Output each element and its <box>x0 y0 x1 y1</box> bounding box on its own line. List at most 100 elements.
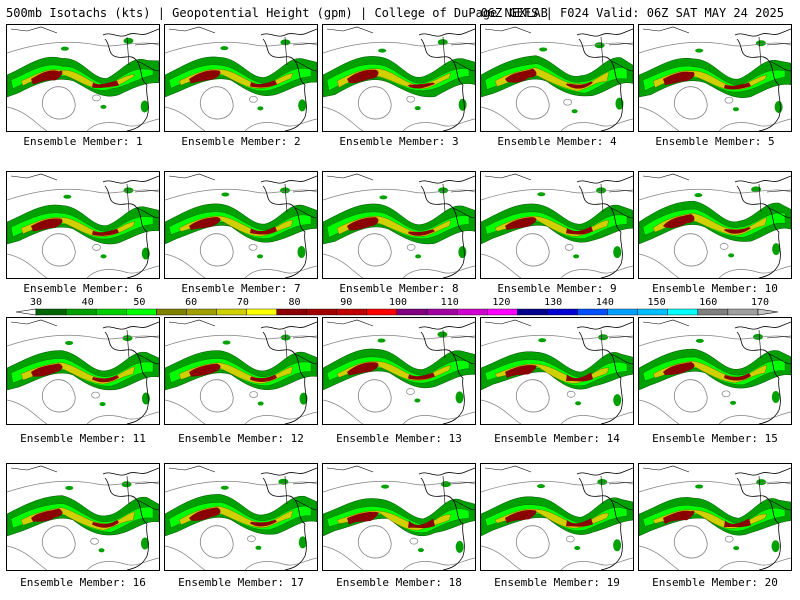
ensemble-map-panel <box>6 24 160 132</box>
ensemble-map-panel <box>638 24 792 132</box>
isotach-map <box>165 465 317 570</box>
colorbar-bin <box>276 308 307 316</box>
colorbar-right-arrow <box>757 308 779 316</box>
ensemble-member-label: Ensemble Member: 1 <box>23 135 143 148</box>
isotach-map <box>323 26 475 131</box>
ensemble-map-panel <box>164 171 318 279</box>
colorbar-tick-label: 30 <box>29 297 43 308</box>
isotach-map <box>165 319 317 424</box>
isotach-map <box>7 319 159 424</box>
ensemble-map-panel <box>6 463 160 571</box>
ensemble-member-label: Ensemble Member: 4 <box>497 135 617 148</box>
ensemble-map-panel <box>6 317 160 425</box>
ensemble-member-label: Ensemble Member: 19 <box>494 576 620 589</box>
colorbar-bin <box>156 308 187 316</box>
ensemble-map-panel <box>480 171 634 279</box>
colorbar-bin <box>126 308 157 316</box>
colorbar-tick-label: 70 <box>236 297 249 308</box>
isotach-map <box>481 26 633 131</box>
ensemble-member-label: Ensemble Member: 8 <box>339 282 459 295</box>
colorbar-bin <box>95 308 127 316</box>
isotach-map <box>481 173 633 278</box>
ensemble-member-label: Ensemble Member: 13 <box>336 432 462 445</box>
ensemble-map-panel <box>322 171 476 279</box>
colorbar-bin <box>547 308 578 316</box>
ensemble-map-panel <box>322 463 476 571</box>
colorbar-tick-label: 130 <box>544 297 563 308</box>
colorbar-tick-label: 90 <box>340 297 353 308</box>
colorbar-bin <box>366 308 398 316</box>
colorbar-tick-label: 60 <box>185 297 198 308</box>
ensemble-member-label: Ensemble Member: 9 <box>497 282 617 295</box>
ensemble-member-label: Ensemble Member: 14 <box>494 432 620 445</box>
colorbar-bin <box>697 308 729 316</box>
colorbar-bin <box>336 308 368 316</box>
colorbar-bin <box>517 308 548 316</box>
colorbar-bin <box>637 308 668 316</box>
ensemble-map-panel <box>480 317 634 425</box>
title-bar: 500mb Isotachs (kts) | Geopotential Heig… <box>4 6 796 20</box>
colorbar-bin <box>396 308 428 316</box>
colorbar-bin <box>35 308 67 316</box>
isotach-map <box>165 173 317 278</box>
ensemble-member-label: Ensemble Member: 3 <box>339 135 459 148</box>
ensemble-member-label: Ensemble Member: 10 <box>652 282 778 295</box>
ensemble-member-label: Ensemble Member: 12 <box>178 432 304 445</box>
colorbar-bin <box>426 308 458 316</box>
colorbar-graphic <box>15 308 779 316</box>
isotach-map <box>639 26 791 131</box>
colorbar-tick-label: 40 <box>81 297 94 308</box>
colorbar-tick-label: 80 <box>288 297 301 308</box>
ensemble-map-panel <box>164 24 318 132</box>
colorbar-bin <box>306 308 338 316</box>
ensemble-member-label: Ensemble Member: 5 <box>655 135 775 148</box>
isotach-map <box>639 465 791 570</box>
colorbar-bin <box>216 308 247 316</box>
isotach-map <box>7 173 159 278</box>
colorbar-bin <box>667 308 699 316</box>
ensemble-map-panel <box>480 463 634 571</box>
ensemble-member-label: Ensemble Member: 7 <box>181 282 301 295</box>
colorbar-tick-label: 160 <box>699 297 718 308</box>
ensemble-member-label: Ensemble Member: 17 <box>178 576 304 589</box>
colorbar-bin <box>577 308 608 316</box>
isotach-map <box>7 465 159 570</box>
ensemble-map-panel <box>164 463 318 571</box>
colorbar-bin <box>456 308 488 316</box>
isotach-map <box>481 465 633 570</box>
isotach-map <box>639 319 791 424</box>
ensemble-map-panel <box>6 171 160 279</box>
colorbar-tick-label: 170 <box>750 297 770 308</box>
colorbar-tick-label: 150 <box>647 297 666 308</box>
colorbar-bin <box>607 308 638 316</box>
ensemble-map-panel <box>164 317 318 425</box>
colorbar-tick-label: 120 <box>492 297 511 308</box>
ensemble-map-panel <box>638 463 792 571</box>
isotach-map <box>165 26 317 131</box>
isotach-map <box>323 173 475 278</box>
ensemble-map-panel <box>322 317 476 425</box>
ensemble-member-label: Ensemble Member: 2 <box>181 135 301 148</box>
colorbar-left-arrow <box>15 308 37 316</box>
colorbar-tick-label: 140 <box>595 297 614 308</box>
ensemble-member-label: Ensemble Member: 15 <box>652 432 778 445</box>
colorbar-tick-label: 110 <box>440 297 459 308</box>
ensemble-map-panel <box>322 24 476 132</box>
isotach-map <box>481 319 633 424</box>
ensemble-member-label: Ensemble Member: 11 <box>20 432 146 445</box>
ensemble-member-label: Ensemble Member: 16 <box>20 576 146 589</box>
colorbar-bin <box>65 308 97 316</box>
isotach-map <box>7 26 159 131</box>
isotach-map <box>323 319 475 424</box>
ensemble-map-panel <box>480 24 634 132</box>
ensemble-member-label: Ensemble Member: 6 <box>23 282 143 295</box>
isotach-map <box>639 173 791 278</box>
colorbar-tick-label: 50 <box>133 297 146 308</box>
ensemble-map-panel <box>638 317 792 425</box>
ensemble-map-panel <box>638 171 792 279</box>
colorbar-tick-label: 100 <box>388 297 408 308</box>
isotach-map <box>323 465 475 570</box>
colorbar-bin <box>186 308 217 316</box>
colorbar-bin <box>727 308 759 316</box>
ensemble-member-label: Ensemble Member: 18 <box>336 576 462 589</box>
